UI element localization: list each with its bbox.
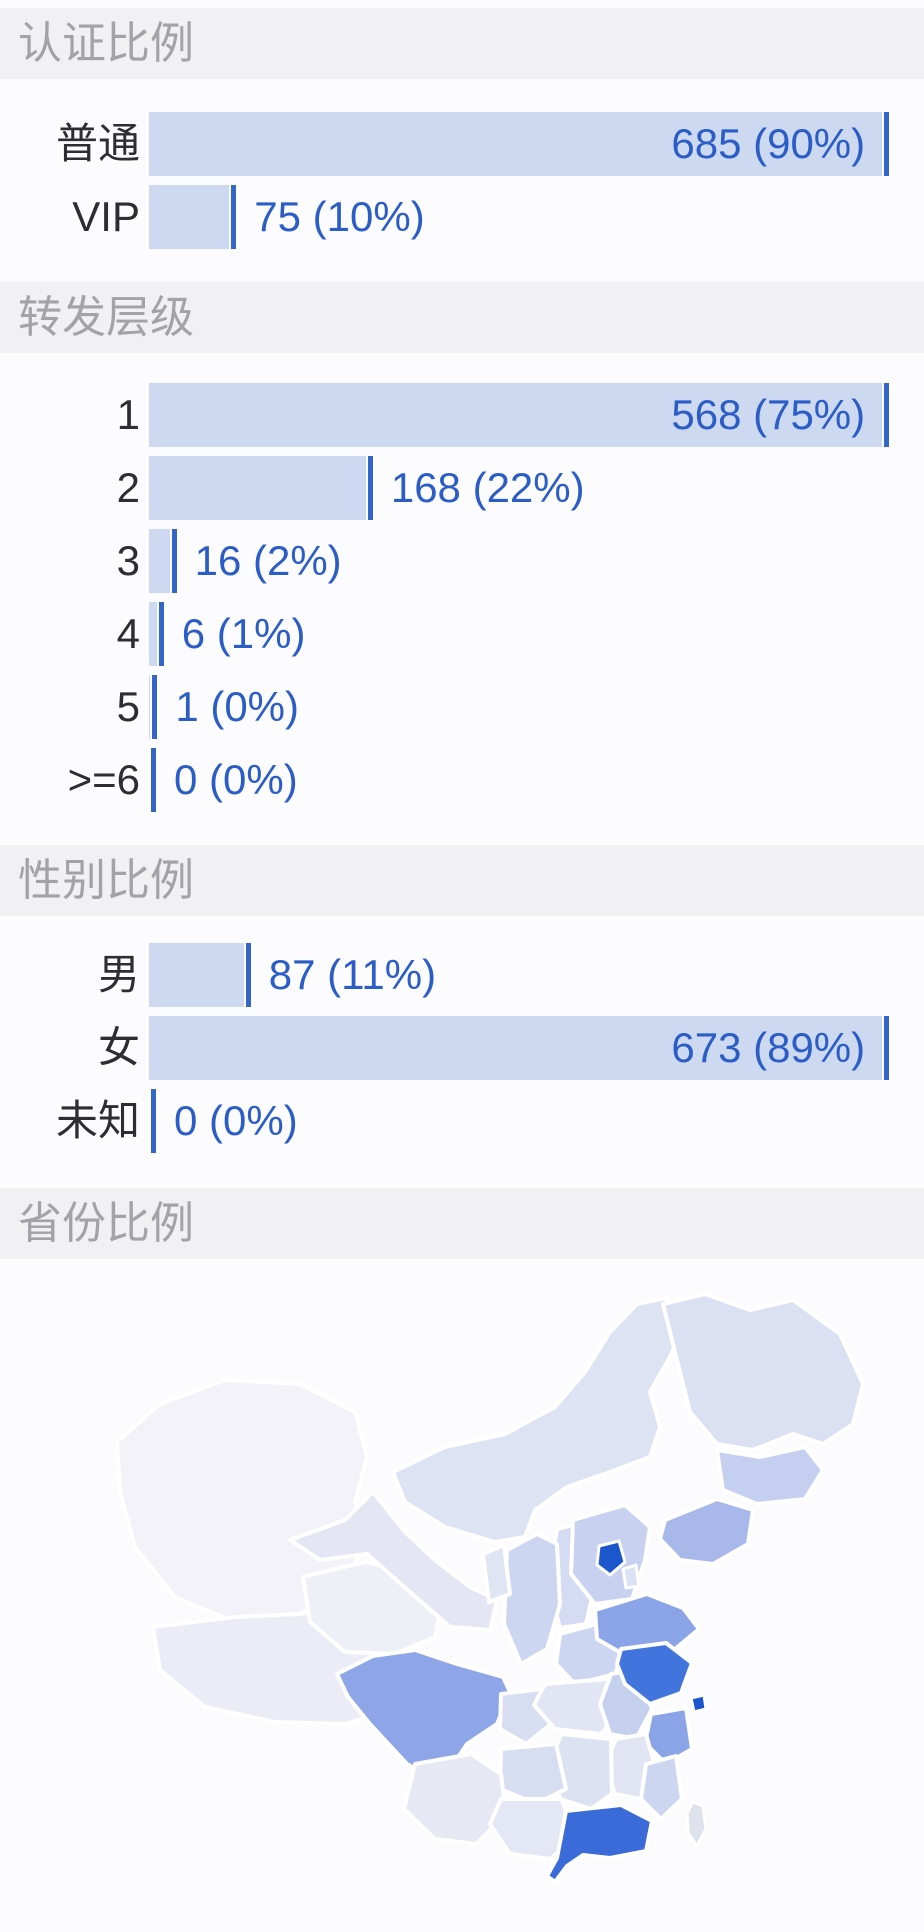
- bar-row: 2 168 (22%): [0, 456, 924, 520]
- bar-value-label: 87 (11%): [268, 951, 437, 998]
- section-title: 认证比例: [18, 19, 194, 68]
- bar-track: 685 (90%): [149, 112, 924, 176]
- bar-chart-gender-ratio: 男 87 (11%) 女 673 (89%) 未知 0 (0%): [0, 943, 924, 1162]
- bar-row: 男 87 (11%): [0, 943, 924, 1007]
- bar-track: 568 (75%): [149, 383, 924, 447]
- section-header-auth-ratio: 认证比例: [0, 8, 924, 79]
- bar-end-marker: [151, 748, 156, 812]
- bar-end-marker: [152, 675, 158, 739]
- bar-track: 6 (1%): [149, 602, 924, 666]
- bar-end-marker: [171, 529, 177, 593]
- province-neimenggu[interactable]: [391, 1296, 687, 1544]
- bar[interactable]: 685 (90%): [149, 112, 883, 176]
- bar-row: VIP 75 (10%): [0, 185, 924, 249]
- bar-row: 未知 0 (0%): [0, 1089, 924, 1153]
- bar-row: 4 6 (1%): [0, 602, 924, 666]
- province-beijing[interactable]: [595, 1539, 627, 1577]
- bar-value-label: 685 (90%): [671, 120, 866, 167]
- bar-value-label: 16 (2%): [194, 537, 342, 584]
- province-taiwan[interactable]: [685, 1800, 708, 1848]
- bar-row: 女 673 (89%): [0, 1016, 924, 1080]
- bar[interactable]: [149, 456, 366, 520]
- section-title: 省份比例: [18, 1199, 194, 1248]
- bar-end-marker: [884, 112, 890, 176]
- province-guizhou[interactable]: [498, 1742, 568, 1806]
- bar-category-label: 4: [116, 610, 140, 657]
- section-header-gender-ratio: 性别比例: [0, 845, 924, 916]
- bar-track: 0 (0%): [149, 748, 924, 812]
- bar-row: 1 568 (75%): [0, 383, 924, 447]
- china-choropleth-map: [115, 1292, 865, 1884]
- province-yunnan[interactable]: [402, 1752, 508, 1846]
- bar-value-label: 1 (0%): [175, 683, 300, 730]
- bar-row: 5 1 (0%): [0, 675, 924, 739]
- bar-end-marker: [231, 185, 237, 249]
- bar-category-label: >=6: [67, 756, 140, 803]
- province-jilin[interactable]: [715, 1445, 825, 1506]
- bar-category-label: 普通: [55, 120, 140, 167]
- province-guangxi[interactable]: [488, 1797, 578, 1861]
- province-shaanxi[interactable]: [502, 1532, 562, 1666]
- province-shanghai[interactable]: [689, 1693, 708, 1714]
- bar-track: 168 (22%): [149, 456, 924, 520]
- section-header-province-ratio: 省份比例: [0, 1188, 924, 1259]
- bar-chart-auth-ratio: 普通 685 (90%) VIP 75 (10%): [0, 112, 924, 258]
- province-jiangsu[interactable]: [615, 1641, 694, 1706]
- bar[interactable]: 568 (75%): [149, 383, 883, 447]
- bar-track: 87 (11%): [149, 943, 924, 1007]
- bar-value-label: 0 (0%): [174, 756, 298, 803]
- bar-track: 16 (2%): [149, 529, 924, 593]
- province-tianjin[interactable]: [621, 1563, 641, 1590]
- bar-category-label: 5: [116, 683, 140, 730]
- bar[interactable]: [149, 602, 157, 666]
- bar-end-marker: [151, 1089, 156, 1153]
- bar-row: 普通 685 (90%): [0, 112, 924, 176]
- bar-track: 1 (0%): [149, 675, 924, 739]
- province-ningxia[interactable]: [481, 1543, 512, 1604]
- bar-category-label: 2: [116, 464, 140, 511]
- section-title: 性别比例: [18, 856, 194, 905]
- bar-track: 75 (10%): [149, 185, 924, 249]
- province-hubei[interactable]: [532, 1677, 624, 1736]
- section-title: 转发层级: [18, 293, 194, 342]
- province-guangdong[interactable]: [545, 1803, 654, 1884]
- bar-category-label: 女: [97, 1024, 140, 1071]
- bar-category-label: 男: [97, 951, 140, 998]
- province-liaoning[interactable]: [658, 1497, 755, 1566]
- bar[interactable]: [149, 943, 244, 1007]
- bar-value-label: 6 (1%): [181, 610, 306, 657]
- bar-category-label: VIP: [72, 193, 140, 240]
- bar-value-label: 75 (10%): [254, 193, 425, 240]
- bar-chart-repost-level: 1 568 (75%) 2 168 (22%) 3 16 (2%) 4 6 (1%) 5 1 (0…: [0, 383, 924, 821]
- bar-end-marker: [884, 1016, 890, 1080]
- bar-row: >=6 0 (0%): [0, 748, 924, 812]
- province-heilongjiang[interactable]: [661, 1292, 865, 1452]
- bar-track: 673 (89%): [149, 1016, 924, 1080]
- bar[interactable]: [149, 185, 230, 249]
- bar[interactable]: 673 (89%): [149, 1016, 883, 1080]
- bar-end-marker: [245, 943, 251, 1007]
- bar-value-label: 673 (89%): [671, 1024, 866, 1071]
- bar-category-label: 3: [116, 537, 140, 584]
- bar-category-label: 1: [116, 391, 140, 438]
- bar-value-label: 568 (75%): [671, 391, 866, 438]
- bar[interactable]: [149, 675, 151, 739]
- bar-category-label: 未知: [55, 1097, 140, 1144]
- bar-value-label: 0 (0%): [174, 1097, 298, 1144]
- bar-end-marker: [367, 456, 373, 520]
- bar-row: 3 16 (2%): [0, 529, 924, 593]
- bar-end-marker: [158, 602, 164, 666]
- bar[interactable]: [149, 529, 170, 593]
- province-fujian[interactable]: [639, 1754, 684, 1821]
- bar-value-label: 168 (22%): [390, 464, 585, 511]
- bar-end-marker: [884, 383, 890, 447]
- section-header-repost-level: 转发层级: [0, 282, 924, 353]
- bar-track: 0 (0%): [149, 1089, 924, 1153]
- province-shandong[interactable]: [593, 1592, 701, 1656]
- province-sichuan[interactable]: [335, 1648, 512, 1786]
